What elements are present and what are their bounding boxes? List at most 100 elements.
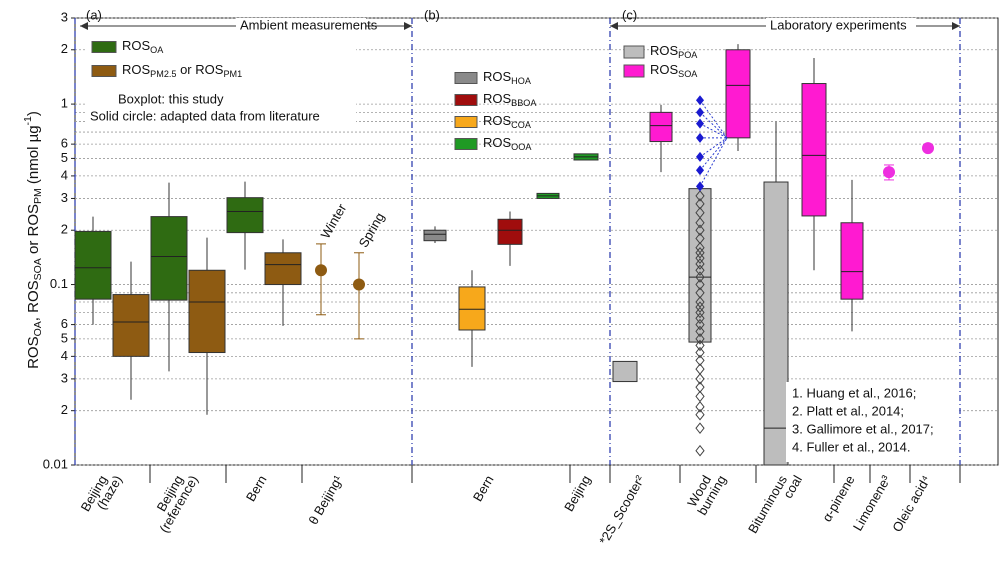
y-tick-label: 1 (61, 96, 68, 111)
box (649, 111, 673, 143)
wood-point (695, 287, 705, 299)
wood-point (695, 264, 705, 277)
wood-point (695, 346, 705, 359)
text-part: (nmol µg (25, 125, 42, 188)
literature-point (883, 166, 895, 179)
x-tick-label: Bern (243, 473, 270, 504)
x-tick-label: α-pinene (819, 473, 857, 525)
y-tick-label: 0.1 (50, 276, 68, 291)
box (725, 49, 751, 139)
connector (699, 137, 728, 187)
connector (699, 111, 728, 139)
text-part: ROS (122, 62, 151, 77)
box (497, 218, 523, 245)
box (458, 286, 486, 331)
rich-text: ROSPOA (650, 43, 698, 60)
text-part: OOA (511, 142, 532, 152)
wood-point (695, 306, 705, 319)
box (112, 294, 150, 357)
text-part: -1 (22, 116, 34, 125)
x-tick-label: θ Beijing¹ (305, 472, 345, 527)
wood-point (695, 246, 705, 259)
x-tick-label: Beijing (561, 473, 594, 514)
text-part: ROS (122, 38, 151, 53)
wood-point (695, 325, 705, 338)
x-tick-label: Oleic acid⁴ (889, 473, 933, 535)
x-tick-label: Bituminous (745, 472, 790, 536)
reference-bg (786, 382, 958, 462)
text-part: BBOA (511, 98, 537, 108)
literature-point (922, 142, 934, 155)
literature-point (353, 278, 365, 291)
y-tick-label: 0.01 (43, 456, 68, 471)
wood-point (695, 216, 705, 229)
box (840, 222, 864, 300)
legend-swatch (454, 116, 478, 128)
wood-point (695, 381, 705, 393)
panel-label: (a) (86, 7, 102, 22)
y-tick-label: 6 (61, 136, 68, 151)
wood-point (695, 296, 705, 308)
wood-point (695, 206, 705, 219)
y-tick-label: 4 (61, 348, 68, 363)
text-part: , ROS (25, 280, 42, 321)
box (612, 360, 638, 383)
rich-text: ROSCOA (483, 113, 532, 130)
text-part: SOA (678, 69, 698, 79)
panel-label: (c) (622, 7, 637, 22)
y-tick-label: 6 (61, 316, 68, 331)
circle-label: Winter (318, 201, 350, 242)
box (188, 269, 226, 354)
y-tick-label: 5 (61, 330, 68, 345)
wood-point-highlight (696, 165, 704, 176)
wood-point (695, 318, 705, 331)
panel-label: (b) (424, 7, 440, 22)
y-tick-label: 3 (61, 190, 68, 205)
text-part: PM2.5 (150, 69, 176, 79)
rich-text: ROSSOA (650, 62, 698, 79)
rich-text: ROSOA, ROSSOA or ROSPM (nmol µg-1) (22, 111, 44, 369)
legend-swatch (623, 64, 645, 78)
text-part: ROS (483, 135, 512, 150)
reference: 4. Fuller et al., 2014. (792, 439, 911, 454)
legend-swatch (454, 138, 478, 150)
wood-point (695, 258, 705, 270)
wood-point (695, 252, 705, 264)
section-label-bg (236, 18, 366, 34)
connector (699, 137, 728, 158)
wood-point (695, 301, 705, 313)
box (74, 230, 112, 300)
section-label: Ambient measurements (240, 17, 378, 32)
text-part: ROS (483, 113, 512, 128)
reference: 2. Platt et al., 2014; (792, 403, 904, 418)
wood-point (695, 354, 705, 367)
reference: 1. Huang et al., 2016; (792, 385, 916, 400)
wood-point (695, 271, 705, 283)
y-tick-label: 3 (61, 9, 68, 24)
legend-swatch (91, 65, 117, 77)
wood-point (695, 190, 705, 202)
legend-bg (86, 36, 356, 126)
wood-point (695, 333, 705, 345)
wood-point-highlight (696, 107, 704, 118)
y-tick-label: 2 (61, 222, 68, 237)
wood-point (695, 232, 705, 245)
wood-point (695, 408, 705, 421)
rich-text: ROSOA (122, 38, 164, 55)
text-part: HOA (511, 76, 532, 86)
box (763, 181, 789, 466)
wood-point (695, 363, 705, 375)
text-part: POA (678, 50, 698, 60)
wood-point (695, 390, 705, 403)
text-part: ROS (650, 43, 679, 58)
text-part: SOA (32, 258, 44, 280)
reference: 3. Gallimore et al., 2017; (792, 421, 934, 436)
wood-point (695, 198, 705, 210)
text-part: ROS (483, 69, 512, 84)
connector (699, 123, 728, 139)
wood-point (695, 278, 705, 291)
wood-point (695, 224, 705, 237)
rich-text: ROSOOA (483, 135, 532, 152)
box (423, 229, 447, 242)
